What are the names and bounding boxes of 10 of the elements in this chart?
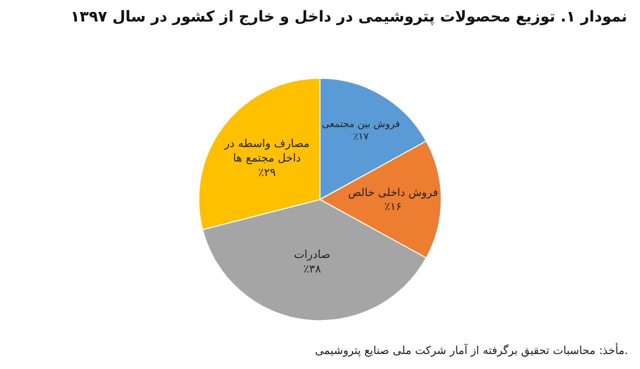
text: مأخذ: محاسبات تحقیق برگرفته از آمار شرکت ملی صنایع پتروشیمی. — [315, 342, 628, 357]
data-label: ٪۱۶ — [384, 200, 402, 213]
slice-label: صادرات — [294, 248, 330, 262]
chart-title: نمودار ۱. توزیع محصولات پتروشیمی در داخل و خارج از کشور در سال ۱۳۹۷ — [70, 8, 628, 26]
slice-label: فروش داخلی خالص — [348, 186, 438, 199]
slice-label: فروش بین مجتمعی — [322, 119, 400, 130]
data-label: ٪۱۷ — [353, 132, 369, 143]
slice-label: مصارف واسطه در داخل مجتمع ها — [223, 137, 310, 164]
data-label: ٪۲۹ — [258, 166, 276, 179]
data-label: ٪۳۸ — [303, 262, 322, 276]
